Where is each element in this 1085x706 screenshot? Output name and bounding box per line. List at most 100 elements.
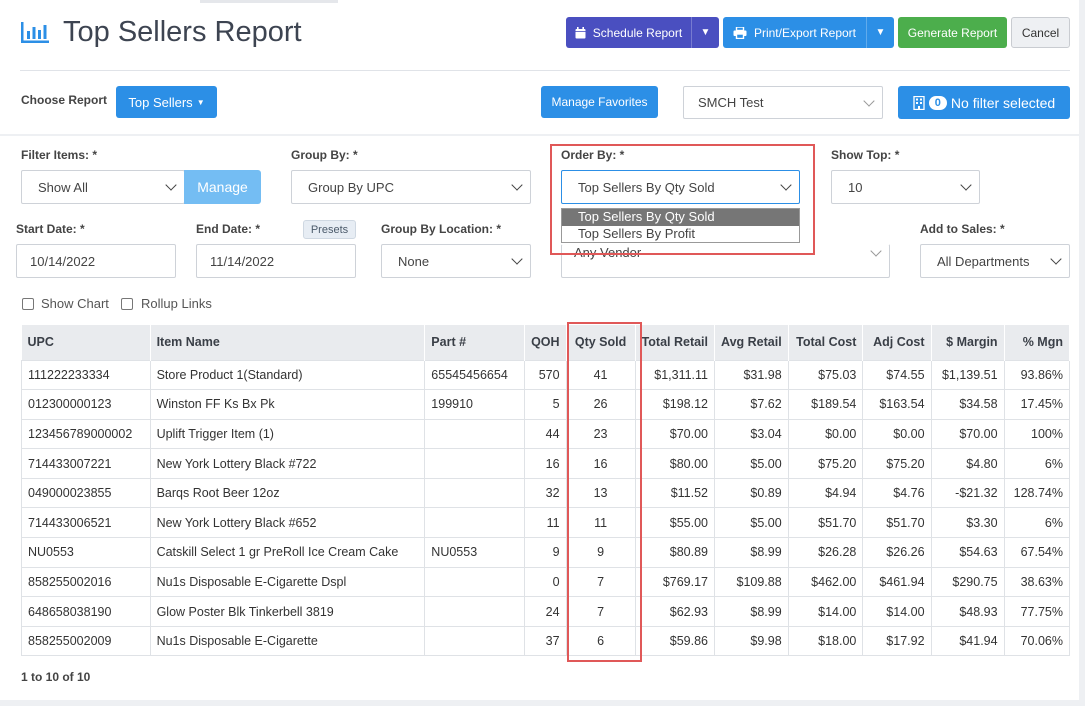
- manage-button[interactable]: Manage: [184, 170, 261, 204]
- order-by-label: Order By: *: [561, 148, 625, 162]
- table-cell: $62.93: [634, 596, 716, 627]
- column-header[interactable]: Adj Cost: [862, 325, 932, 360]
- table-cell: $55.00: [634, 507, 716, 539]
- column-header[interactable]: Item Name: [150, 325, 426, 360]
- table-cell: NU0553: [424, 537, 526, 568]
- table-cell: $462.00: [787, 566, 864, 598]
- table-cell: 0: [524, 566, 567, 598]
- table-row[interactable]: 714433007221 New York Lottery Black #722 1…: [21, 448, 1071, 479]
- table-cell: $70.00: [930, 418, 1005, 450]
- order-by-option-profit[interactable]: Top Sellers By Profit: [578, 225, 696, 241]
- column-header[interactable]: Avg Retail: [714, 325, 789, 360]
- table-cell: Catskill Select 1 gr PreRoll Ice Cream C…: [149, 537, 426, 568]
- cancel-button[interactable]: Cancel: [1011, 17, 1070, 48]
- column-header[interactable]: Qty Sold: [566, 325, 636, 360]
- table-row[interactable]: 049000023855 Barqs Root Beer 12oz 32 13 $11.…: [21, 477, 1071, 509]
- table-cell: $198.12: [634, 389, 716, 420]
- table-cell: 77.75%: [1003, 596, 1071, 627]
- table-cell: 17.45%: [1003, 389, 1071, 420]
- end-date-value: 11/14/2022: [210, 253, 275, 269]
- table-cell: NU0553: [21, 537, 151, 568]
- printer-icon: [733, 26, 747, 39]
- generate-report-button[interactable]: Generate Report: [898, 17, 1007, 48]
- end-date-input[interactable]: 11/14/2022: [196, 244, 356, 278]
- filter-items-select[interactable]: Show All: [21, 170, 185, 204]
- table-cell: Nu1s Disposable E-Cigarette Dspl: [149, 566, 426, 598]
- print-export-button[interactable]: Print/Export Report ▼: [723, 17, 894, 48]
- table-cell: $34.58: [930, 389, 1005, 420]
- filter-status-label: No filter selected: [950, 94, 1056, 111]
- table-row[interactable]: 123456789000002 Uplift Trigger Item (1) 44…: [21, 418, 1071, 450]
- table-cell: $109.88: [714, 566, 789, 598]
- table-row[interactable]: 111222233334 Store Product 1(Standard) 655…: [21, 359, 1071, 391]
- building-icon: [913, 95, 925, 110]
- table-row[interactable]: 714433006521 New York Lottery Black #652 1…: [21, 507, 1071, 539]
- schedule-dropdown-caret[interactable]: ▼: [691, 17, 719, 48]
- print-dropdown-caret[interactable]: ▼: [866, 17, 894, 48]
- table-cell: 570: [524, 359, 567, 391]
- print-export-label: Print/Export Report: [753, 25, 857, 40]
- column-header[interactable]: Part #: [424, 325, 526, 360]
- table-row[interactable]: 858255002009 Nu1s Disposable E-Cigarette 3…: [21, 625, 1071, 657]
- table-row[interactable]: 648658038190 Glow Poster Blk Tinkerbell 3…: [21, 596, 1071, 627]
- table-row[interactable]: 858255002016 Nu1s Disposable E-Cigarette …: [21, 566, 1071, 598]
- table-cell: $4.76: [862, 477, 932, 509]
- table-cell: $54.63: [930, 537, 1005, 568]
- store-select-value: SMCH Test: [698, 95, 764, 110]
- store-select[interactable]: SMCH Test: [683, 86, 883, 119]
- table-cell: 11: [524, 507, 567, 539]
- order-by-option-qty-sold[interactable]: Top Sellers By Qty Sold: [562, 209, 799, 226]
- group-by-select[interactable]: Group By UPC: [291, 170, 531, 204]
- table-cell: $461.94: [862, 566, 932, 598]
- group-by-location-select[interactable]: None: [381, 244, 531, 278]
- choose-report-dropdown[interactable]: Top Sellers ▼: [116, 86, 217, 118]
- column-header[interactable]: Total Cost: [788, 325, 864, 360]
- schedule-report-button[interactable]: Schedule Report ▼: [566, 17, 719, 48]
- table-body: 111222233334 Store Product 1(Standard) 655…: [21, 359, 1071, 657]
- table-cell: $75.20: [787, 448, 864, 479]
- add-to-sales-select[interactable]: All Departments: [920, 244, 1070, 278]
- order-by-value: Top Sellers By Qty Sold: [578, 179, 715, 195]
- table-cell: 7: [565, 596, 636, 627]
- vendor-select[interactable]: Any Vendor: [561, 244, 890, 278]
- table-row[interactable]: NU0553 Catskill Select 1 gr PreRoll Ice C…: [21, 537, 1071, 568]
- chevron-down-icon: [511, 253, 523, 265]
- table-cell: 41: [565, 359, 636, 391]
- column-header[interactable]: UPC: [21, 325, 151, 360]
- table-cell: $51.70: [862, 507, 932, 539]
- table-cell: 199910: [424, 389, 526, 420]
- manage-favorites-button[interactable]: Manage Favorites: [541, 86, 658, 118]
- column-header[interactable]: $ Margin: [931, 325, 1005, 360]
- show-top-value: 10: [848, 179, 863, 195]
- table-cell: Store Product 1(Standard): [149, 359, 426, 391]
- show-chart-checkbox[interactable]: [22, 298, 34, 310]
- table-cell: $26.26: [862, 537, 932, 568]
- show-top-select[interactable]: 10: [831, 170, 980, 204]
- table-cell: $48.93: [930, 596, 1005, 627]
- table-cell: $80.89: [634, 537, 716, 568]
- table-cell: [424, 448, 526, 479]
- chevron-down-icon: [1050, 253, 1062, 265]
- table-cell: 6%: [1003, 448, 1071, 479]
- table-row[interactable]: 012300000123 Winston FF Ks Bx Pk 199910 5 26…: [21, 389, 1071, 420]
- filter-status-button[interactable]: 0 No filter selected: [898, 86, 1070, 119]
- table-cell: -$21.32: [930, 477, 1005, 509]
- table-header-row: UPC Item Name Part # QOH Qty Sold Total …: [21, 325, 1071, 360]
- table-cell: $769.17: [634, 566, 716, 598]
- table-cell: [424, 566, 526, 598]
- presets-button[interactable]: Presets: [303, 220, 356, 239]
- rollup-links-checkbox[interactable]: [121, 298, 133, 310]
- start-date-input[interactable]: 10/14/2022: [16, 244, 176, 278]
- column-header[interactable]: % Mgn: [1004, 325, 1071, 360]
- filter-items-label: Filter Items: *: [21, 148, 98, 162]
- column-header[interactable]: QOH: [524, 325, 567, 360]
- column-header[interactable]: Total Retail: [635, 325, 716, 360]
- table-cell: 858255002016: [21, 566, 151, 598]
- results-table: UPC Item Name Part # QOH Qty Sold Total …: [21, 325, 1071, 657]
- order-by-select[interactable]: Top Sellers By Qty Sold: [561, 170, 800, 204]
- table-cell: $14.00: [862, 596, 932, 627]
- group-by-label: Group By: *: [291, 148, 358, 162]
- choose-report-value: Top Sellers: [128, 94, 193, 110]
- page-title: Top Sellers Report: [63, 16, 302, 48]
- table-cell: 24: [524, 596, 567, 627]
